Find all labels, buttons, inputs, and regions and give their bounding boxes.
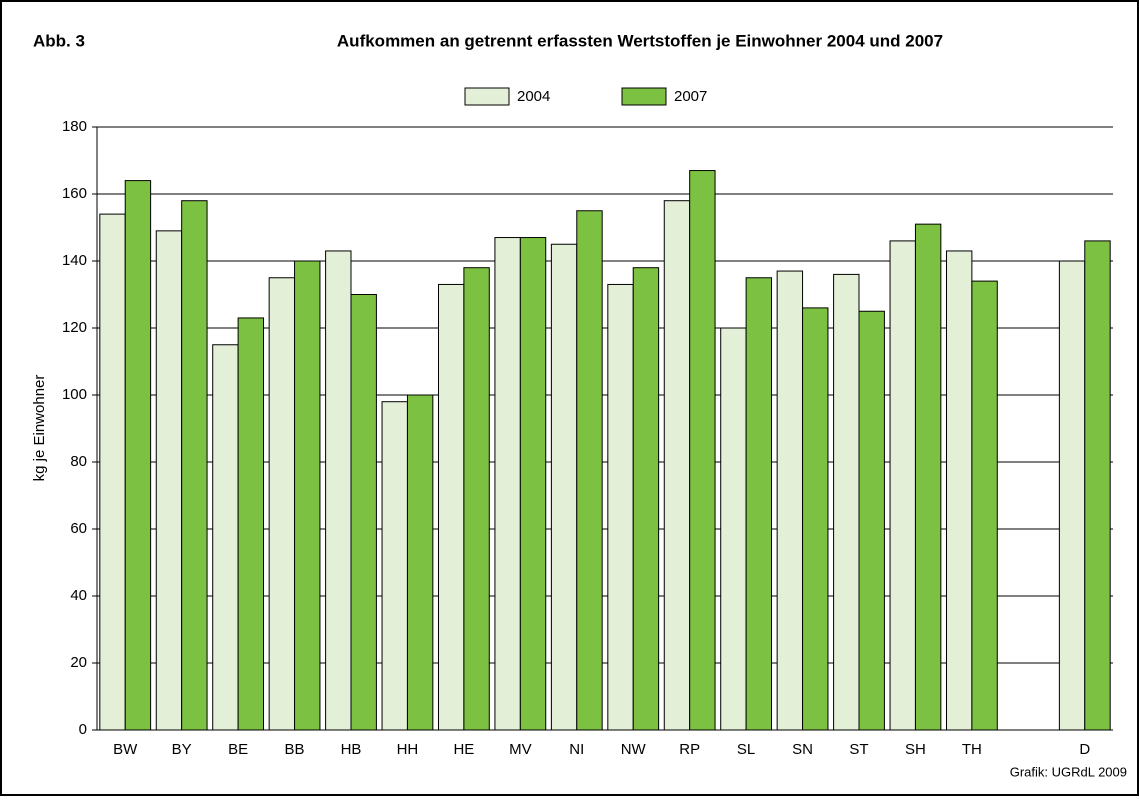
x-tick-label: SH bbox=[905, 741, 926, 758]
y-tick-label: 80 bbox=[70, 453, 87, 470]
bar bbox=[550, 243, 578, 731]
x-tick-label: MV bbox=[509, 741, 532, 758]
bar bbox=[212, 344, 239, 731]
legend-swatch bbox=[464, 87, 510, 106]
bar bbox=[381, 401, 408, 731]
bar bbox=[237, 317, 265, 731]
bar bbox=[971, 280, 998, 731]
bar bbox=[720, 327, 747, 731]
chart-title: Aufkommen an getrennt erfassten Wertstof… bbox=[337, 31, 943, 50]
legend-label: 2007 bbox=[674, 88, 707, 105]
bar bbox=[350, 294, 377, 731]
x-tick-label: SN bbox=[792, 741, 813, 758]
bar bbox=[689, 170, 716, 731]
y-tick-label: 160 bbox=[62, 185, 87, 202]
bar bbox=[802, 307, 829, 731]
legend-swatch bbox=[621, 87, 667, 106]
bar bbox=[945, 250, 973, 731]
x-tick-label: HH bbox=[397, 741, 419, 758]
x-tick-label: BW bbox=[113, 741, 138, 758]
x-tick-label: ST bbox=[849, 741, 868, 758]
y-tick-label: 60 bbox=[70, 520, 87, 537]
y-tick-label: 20 bbox=[70, 654, 87, 671]
x-tick-label: TH bbox=[962, 741, 982, 758]
bar bbox=[463, 267, 490, 731]
x-tick-label: HE bbox=[453, 741, 474, 758]
bar bbox=[437, 283, 465, 731]
x-tick-label: NW bbox=[621, 741, 647, 758]
y-tick-label: 180 bbox=[62, 118, 87, 135]
figure-label: Abb. 3 bbox=[33, 31, 85, 50]
x-tick-label: RP bbox=[679, 741, 700, 758]
bar bbox=[325, 250, 352, 731]
bar bbox=[1084, 240, 1111, 731]
y-tick-label: 140 bbox=[62, 252, 87, 269]
y-axis-label: kg je Einwohner bbox=[31, 375, 48, 482]
bar bbox=[858, 310, 885, 731]
x-tick-label: NI bbox=[569, 741, 584, 758]
bar bbox=[124, 180, 152, 731]
x-tick-label: HB bbox=[341, 741, 362, 758]
x-tick-label: BE bbox=[228, 741, 248, 758]
bar bbox=[833, 273, 860, 731]
bar bbox=[663, 200, 691, 731]
bar bbox=[889, 240, 916, 731]
credit: Grafik: UGRdL 2009 bbox=[1010, 764, 1127, 779]
bar bbox=[576, 210, 603, 731]
y-tick-label: 0 bbox=[79, 721, 87, 738]
bar bbox=[406, 394, 434, 731]
x-tick-label: SL bbox=[737, 741, 755, 758]
x-tick-label: D bbox=[1079, 741, 1090, 758]
bar bbox=[632, 267, 660, 731]
bar bbox=[155, 230, 183, 731]
y-tick-label: 100 bbox=[62, 386, 87, 403]
bar bbox=[181, 200, 208, 731]
bar bbox=[99, 213, 126, 731]
x-tick-label: BB bbox=[285, 741, 305, 758]
bar bbox=[776, 270, 804, 731]
bar bbox=[294, 260, 321, 731]
y-tick-label: 40 bbox=[70, 587, 87, 604]
bar bbox=[268, 277, 296, 731]
bar bbox=[745, 277, 773, 731]
bar bbox=[1058, 260, 1086, 731]
x-tick-label: BY bbox=[172, 741, 192, 758]
bar bbox=[494, 237, 521, 731]
bar bbox=[607, 283, 634, 731]
bar bbox=[914, 223, 942, 731]
legend-label: 2004 bbox=[517, 88, 550, 105]
y-tick-label: 120 bbox=[62, 319, 87, 336]
bar bbox=[519, 237, 547, 731]
